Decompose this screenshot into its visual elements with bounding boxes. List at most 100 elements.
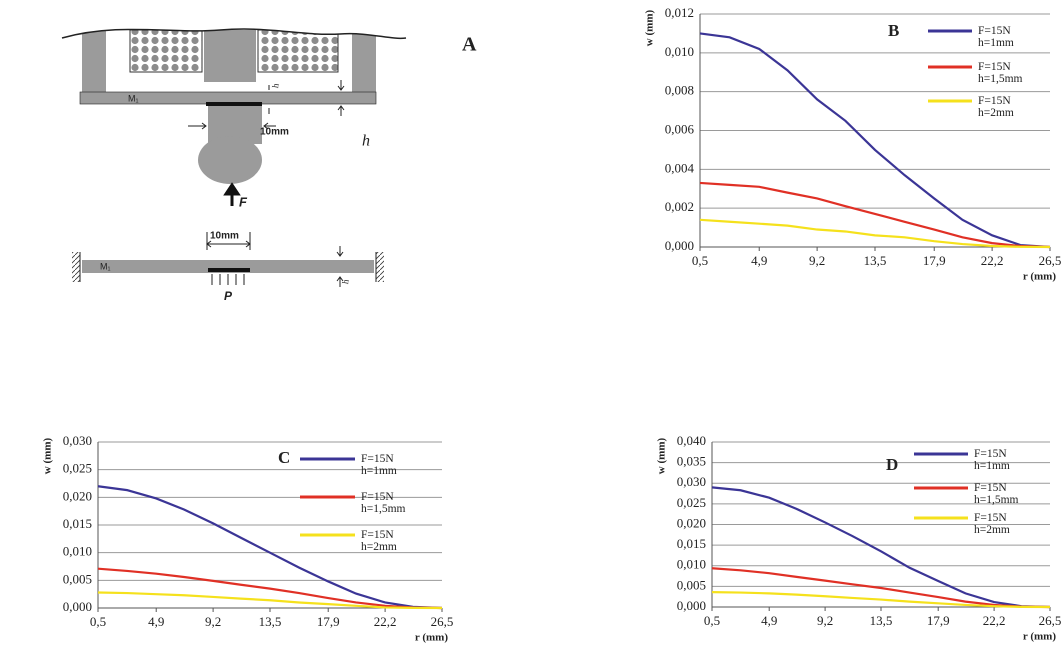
block — [204, 30, 256, 82]
dimension — [188, 80, 345, 130]
chart: 0,000 0,002 0,004 0,006 0,008 0,010 0,012 0,5 4,… — [644, 5, 1062, 283]
y-tick-label: 0,025 — [677, 495, 706, 510]
y-tick-label: 0,005 — [677, 577, 706, 592]
width-label: 10mm — [210, 231, 239, 242]
x-tick-label: 26,5 — [1039, 253, 1062, 268]
y-tick-label: 0,002 — [665, 199, 694, 214]
dimension — [206, 232, 251, 250]
thickness-label: h — [362, 133, 370, 150]
x-tick-label: 22,2 — [374, 614, 397, 629]
y-tick-label: 0,030 — [63, 433, 92, 448]
x-tick-label: 9,2 — [205, 614, 221, 629]
x-tick-label: 17,9 — [927, 613, 950, 628]
y-tick-label: 0,010 — [63, 544, 92, 559]
x-tick-label: 0,5 — [692, 253, 708, 268]
legend-label: F=15N h=1mm — [978, 25, 1014, 49]
x-tick-label: 9,2 — [817, 613, 833, 628]
x-tick-label: 4,9 — [761, 613, 777, 628]
data-line — [699, 218, 1051, 249]
y-tick-label: 0,020 — [63, 488, 92, 503]
legend-label: F=15N h=1mm — [974, 448, 1010, 472]
force-label: F — [239, 194, 248, 209]
x-tick-label: 13,5 — [870, 613, 893, 628]
post — [82, 30, 106, 92]
plate-label: M₁ — [100, 261, 111, 271]
width-label: 10mm — [260, 127, 289, 138]
x-tick-label: 4,9 — [751, 253, 767, 268]
chart: 0,000 0,005 0,010 0,015 0,020 0,025 0,030 0,5 4,… — [42, 433, 454, 644]
data-line — [711, 591, 1051, 609]
cut — [62, 24, 406, 39]
legend-label: F=15N h=1,5mm — [361, 491, 406, 515]
arrow — [223, 182, 241, 206]
y-axis-label: w (mm) — [644, 9, 656, 46]
chart: 0,000 0,005 0,010 0,015 0,020 0,025 0,030 0,035… — [656, 433, 1062, 643]
data-line — [97, 591, 443, 610]
x-tick-label: 13,5 — [259, 614, 282, 629]
data-line — [711, 486, 1051, 609]
x-tick-label: 22,2 — [981, 253, 1004, 268]
dimension — [336, 246, 344, 287]
contact — [206, 102, 262, 106]
y-tick-label: 0,012 — [665, 5, 694, 20]
x-tick-label: 13,5 — [864, 253, 887, 268]
y-tick-label: 0,010 — [665, 44, 694, 59]
x-tick-label: 17,9 — [317, 614, 340, 629]
x-tick-label: 4,9 — [148, 614, 164, 629]
y-tick-label: 0,000 — [677, 598, 706, 613]
diagram: A M₁ M₁ 10mm 10mm h h h F P — [61, 24, 477, 303]
y-tick-label: 0,005 — [63, 571, 92, 586]
y-tick-label: 0,035 — [677, 454, 706, 469]
y-tick-label: 0,000 — [63, 599, 92, 614]
data-line — [711, 567, 1051, 609]
y-axis-label: w (mm) — [42, 437, 54, 474]
y-tick-label: 0,004 — [665, 160, 695, 175]
y-tick-label: 0,010 — [677, 557, 706, 572]
x-axis-label: r (mm) — [1023, 271, 1056, 283]
post — [352, 30, 376, 92]
panel-label: D — [886, 455, 898, 474]
thickness-label: h — [340, 278, 351, 285]
tip — [198, 136, 262, 184]
x-tick-label: 9,2 — [809, 253, 825, 268]
x-axis-label: r (mm) — [415, 632, 448, 644]
y-tick-label: 0,015 — [677, 536, 706, 551]
wall — [72, 252, 80, 282]
x-tick-label: 26,5 — [431, 614, 454, 629]
plate-label: M₁ — [128, 93, 139, 103]
pressure-label: P — [224, 289, 233, 303]
y-tick-label: 0,000 — [665, 238, 694, 253]
y-tick-label: 0,006 — [665, 121, 695, 136]
y-tick-label: 0,030 — [677, 474, 706, 489]
y-tick-label: 0,040 — [677, 433, 706, 448]
x-tick-label: 0,5 — [704, 613, 720, 628]
x-tick-label: 0,5 — [90, 614, 106, 629]
y-axis-label: w (mm) — [656, 437, 668, 474]
data-line — [699, 181, 1051, 249]
y-tick-label: 0,015 — [63, 516, 92, 531]
contact — [208, 268, 250, 272]
thickness-label: h — [270, 82, 281, 89]
data-line — [97, 567, 443, 610]
data-line — [699, 32, 1051, 249]
y-tick-label: 0,025 — [63, 461, 92, 476]
pressure-arrows — [211, 274, 245, 285]
coil — [129, 29, 203, 73]
x-axis-label: r (mm) — [1023, 631, 1056, 643]
x-tick-label: 22,2 — [983, 613, 1006, 628]
legend-label: F=15N h=1,5mm — [978, 61, 1023, 85]
panel-label: C — [278, 448, 290, 467]
legend-label: F=15N h=2mm — [361, 529, 397, 553]
data-line — [97, 485, 443, 610]
wall — [376, 252, 384, 282]
legend-label: F=15N h=2mm — [978, 95, 1014, 119]
break-line — [61, 28, 407, 40]
legend-label: F=15N h=2mm — [974, 512, 1010, 536]
y-tick-label: 0,020 — [677, 515, 706, 530]
y-tick-label: 0,008 — [665, 83, 694, 98]
legend-label: F=15N h=1mm — [361, 453, 397, 477]
panel-label: B — [888, 21, 899, 40]
x-tick-label: 26,5 — [1039, 613, 1062, 628]
coil — [257, 29, 339, 73]
